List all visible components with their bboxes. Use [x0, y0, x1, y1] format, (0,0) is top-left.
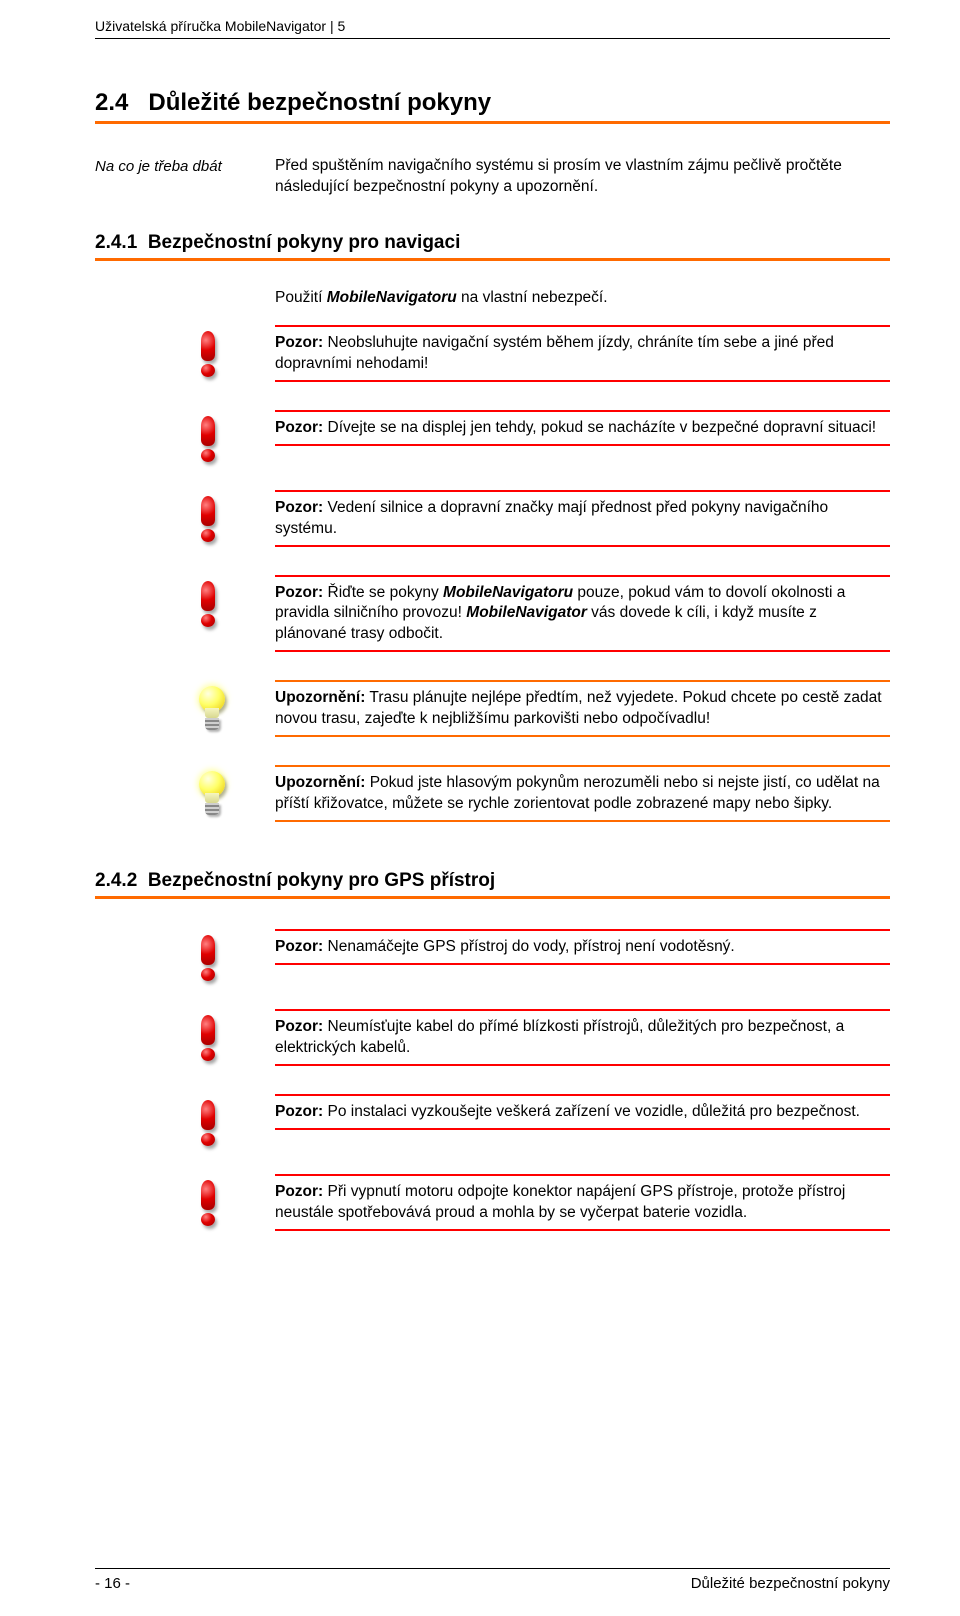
callout-label: Pozor:: [275, 1183, 323, 1200]
tip-callout: Upozornění: Pokud jste hlasovým pokynům …: [195, 765, 890, 822]
exclamation-icon: [195, 416, 221, 462]
page-footer: - 16 - Důležité bezpečnostní pokyny: [95, 1568, 890, 1592]
lightbulb-icon: [195, 771, 229, 819]
callout-body: Trasu plánujte nejlépe předtím, než vyje…: [275, 689, 882, 727]
callout-label: Pozor:: [275, 584, 323, 601]
exclamation-icon: [195, 331, 221, 377]
footer-section-title: Důležité bezpečnostní pokyny: [691, 1575, 890, 1592]
callout-body: Neobsluhujte navigační systém během jízd…: [275, 334, 834, 372]
subsection-1-lead: Použití MobileNavigatoru na vlastní nebe…: [275, 289, 890, 307]
warning-callout: Pozor: Při vypnutí motoru odpojte konekt…: [195, 1174, 890, 1231]
lead-post: na vlastní nebezpečí.: [457, 289, 608, 306]
callout-text: Upozornění: Trasu plánujte nejlépe předt…: [275, 680, 890, 737]
callout-label: Pozor:: [275, 334, 323, 351]
warning-callout: Pozor: Dívejte se na displej jen tehdy, …: [195, 410, 890, 462]
callout-label: Pozor:: [275, 499, 323, 516]
callout-text: Pozor: Po instalaci vyzkoušejte veškerá …: [275, 1094, 890, 1130]
exclamation-icon: [195, 1180, 221, 1226]
warning-callout: Pozor: Neumísťujte kabel do přímé blízko…: [195, 1009, 890, 1066]
callout-text: Pozor: Neumísťujte kabel do přímé blízko…: [275, 1009, 890, 1066]
tip-callout: Upozornění: Trasu plánujte nejlépe předt…: [195, 680, 890, 737]
callout-text: Pozor: Dívejte se na displej jen tehdy, …: [275, 410, 890, 446]
callout-label: Upozornění:: [275, 689, 365, 706]
section-number: 2.4: [95, 89, 128, 116]
callout-label: Pozor:: [275, 1018, 323, 1035]
exclamation-icon: [195, 1100, 221, 1146]
footer-page-number: - 16 -: [95, 1575, 130, 1592]
callout-label: Upozornění:: [275, 774, 365, 791]
callout-text: Pozor: Vedení silnice a dopravní značky …: [275, 490, 890, 547]
intro-label: Na co je třeba dbát: [95, 156, 275, 175]
callout-icon-col: [195, 410, 275, 462]
callouts-group-2: Pozor: Nenamáčejte GPS přístroj do vody,…: [195, 929, 890, 1231]
callout-icon-col: [195, 765, 275, 819]
exclamation-icon: [195, 581, 221, 627]
callout-text: Pozor: Nenamáčejte GPS přístroj do vody,…: [275, 929, 890, 965]
callout-text: Upozornění: Pokud jste hlasovým pokynům …: [275, 765, 890, 822]
callout-em: MobileNavigatoru: [443, 584, 573, 601]
exclamation-icon: [195, 496, 221, 542]
warning-callout: Pozor: Nenamáčejte GPS přístroj do vody,…: [195, 929, 890, 981]
lead-pre: Použití: [275, 289, 327, 306]
callout-text: Pozor: Řiďte se pokyny MobileNavigatoru …: [275, 575, 890, 653]
callout-label: Pozor:: [275, 419, 323, 436]
exclamation-icon: [195, 1015, 221, 1061]
callout-icon-col: [195, 1174, 275, 1226]
intro-text: Před spuštěním navigačního systému si pr…: [275, 156, 890, 198]
subsection-2-title: Bezpečnostní pokyny pro GPS přístroj: [148, 870, 495, 891]
callout-body: Při vypnutí motoru odpojte konektor napá…: [275, 1183, 845, 1221]
callouts-group-1: Pozor: Neobsluhujte navigační systém běh…: [195, 325, 890, 822]
callout-body-pre: Řiďte se pokyny: [323, 584, 443, 601]
callout-icon-col: [195, 325, 275, 377]
subsection-2-heading: 2.4.2 Bezpečnostní pokyny pro GPS přístr…: [95, 850, 890, 899]
callout-icon-col: [195, 490, 275, 542]
callout-label: Pozor:: [275, 1103, 323, 1120]
callout-body: Pokud jste hlasovým pokynům nerozuměli n…: [275, 774, 880, 812]
callout-text: Pozor: Neobsluhujte navigační systém běh…: [275, 325, 890, 382]
warning-callout: Pozor: Po instalaci vyzkoušejte veškerá …: [195, 1094, 890, 1146]
callout-text: Pozor: Při vypnutí motoru odpojte konekt…: [275, 1174, 890, 1231]
warning-callout: Pozor: Vedení silnice a dopravní značky …: [195, 490, 890, 547]
subsection-1-heading: 2.4.1 Bezpečnostní pokyny pro navigaci: [95, 212, 890, 261]
callout-em: MobileNavigator: [466, 604, 587, 621]
callout-body: Vedení silnice a dopravní značky mají př…: [275, 499, 828, 537]
callout-icon-col: [195, 680, 275, 734]
lightbulb-icon: [195, 686, 229, 734]
callout-icon-col: [195, 1009, 275, 1061]
warning-callout: Pozor: Neobsluhujte navigační systém běh…: [195, 325, 890, 382]
callout-body: Dívejte se na displej jen tehdy, pokud s…: [323, 419, 876, 436]
warning-callout: Pozor: Řiďte se pokyny MobileNavigatoru …: [195, 575, 890, 653]
callout-body: Po instalaci vyzkoušejte veškerá zařízen…: [323, 1103, 860, 1120]
callout-icon-col: [195, 1094, 275, 1146]
section-heading: 2.4 Důležité bezpečnostní pokyny: [95, 89, 890, 124]
callout-body: Nenamáčejte GPS přístroj do vody, přístr…: [323, 938, 735, 955]
page-header: Uživatelská příručka MobileNavigator | 5: [95, 18, 890, 39]
subsection-2-number: 2.4.2: [95, 870, 137, 891]
callout-icon-col: [195, 575, 275, 627]
section-title: Důležité bezpečnostní pokyny: [148, 89, 491, 116]
callout-label: Pozor:: [275, 938, 323, 955]
subsection-1-title: Bezpečnostní pokyny pro navigaci: [148, 232, 461, 253]
exclamation-icon: [195, 935, 221, 981]
callout-body: Neumísťujte kabel do přímé blízkosti pří…: [275, 1018, 844, 1056]
subsection-1-number: 2.4.1: [95, 232, 137, 253]
callout-icon-col: [195, 929, 275, 981]
lead-em: MobileNavigatoru: [327, 289, 457, 306]
